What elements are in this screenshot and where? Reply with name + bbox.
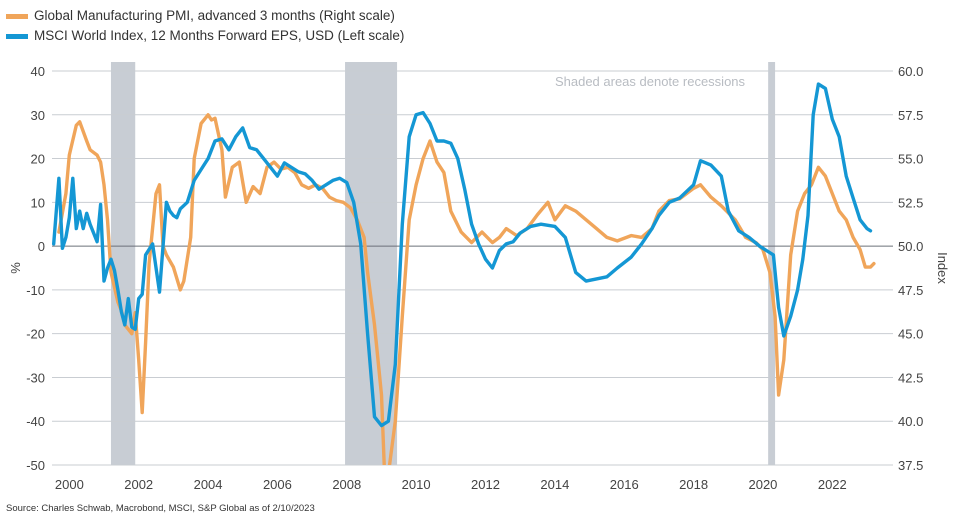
x-tick-label: 2014 [540,477,569,492]
right-tick-label: 60.0 [898,64,923,79]
left-tick-label: 10 [31,195,45,210]
left-tick-label: 40 [31,64,45,79]
left-tick-label: -20 [26,327,45,342]
legend-label-pmi: Global Manufacturing PMI, advanced 3 mon… [34,8,395,23]
eps-swatch [6,33,28,39]
right-tick-label: 55.0 [898,152,923,167]
x-tick-label: 2002 [124,477,153,492]
right-axis-label: Index [935,252,950,284]
legend-item-eps: MSCI World Index, 12 Months Forward EPS,… [6,26,404,46]
left-axis-ticks: 40 30 20 10 0 -10 -20 -30 -40 -50 [26,64,45,473]
x-tick-label: 2006 [263,477,292,492]
gridlines [52,70,893,466]
x-tick-label: 2016 [610,477,639,492]
recession-note: Shaded areas denote recessions [555,74,746,89]
series-lines [52,82,876,465]
right-tick-label: 47.5 [898,283,923,298]
eps-line [52,82,873,428]
x-axis-ticks: 2000 2002 2004 2006 2008 2010 2012 2014 2016 2018… [55,477,847,492]
x-tick-label: 2022 [818,477,847,492]
left-tick-label: -10 [26,283,45,298]
left-tick-label: -40 [26,414,45,429]
right-tick-label: 50.0 [898,239,923,254]
x-tick-label: 2018 [679,477,708,492]
left-tick-label: 30 [31,108,45,123]
left-tick-label: 20 [31,152,45,167]
x-tick-label: 2020 [748,477,777,492]
legend: Global Manufacturing PMI, advanced 3 mon… [6,6,404,46]
right-tick-label: 42.5 [898,370,923,385]
left-axis-label: % [8,262,23,274]
right-tick-label: 40.0 [898,414,923,429]
recession-band-0 [110,62,136,465]
left-tick-label: -50 [26,458,45,473]
x-tick-label: 2004 [194,477,223,492]
legend-item-pmi: Global Manufacturing PMI, advanced 3 mon… [6,6,404,26]
right-tick-label: 57.5 [898,108,923,123]
right-tick-label: 37.5 [898,458,923,473]
recession-shading [110,62,776,465]
x-tick-label: 2008 [332,477,361,492]
pmi-line [57,113,876,465]
right-tick-label: 45.0 [898,327,923,342]
right-axis-ticks: 60.0 57.5 55.0 52.5 50.0 47.5 45.0 42.5 40.0 37.5 [898,64,923,473]
recession-band-2 [768,62,776,465]
recession-band-1 [345,62,398,465]
left-tick-label: -30 [26,370,45,385]
left-tick-label: 0 [38,239,45,254]
source-note: Source: Charles Schwab, Macrobond, MSCI,… [6,503,315,514]
x-tick-label: 2012 [471,477,500,492]
x-tick-label: 2000 [55,477,84,492]
pmi-swatch [6,13,28,19]
right-tick-label: 52.5 [898,195,923,210]
legend-label-eps: MSCI World Index, 12 Months Forward EPS,… [34,28,405,43]
x-tick-label: 2010 [402,477,431,492]
